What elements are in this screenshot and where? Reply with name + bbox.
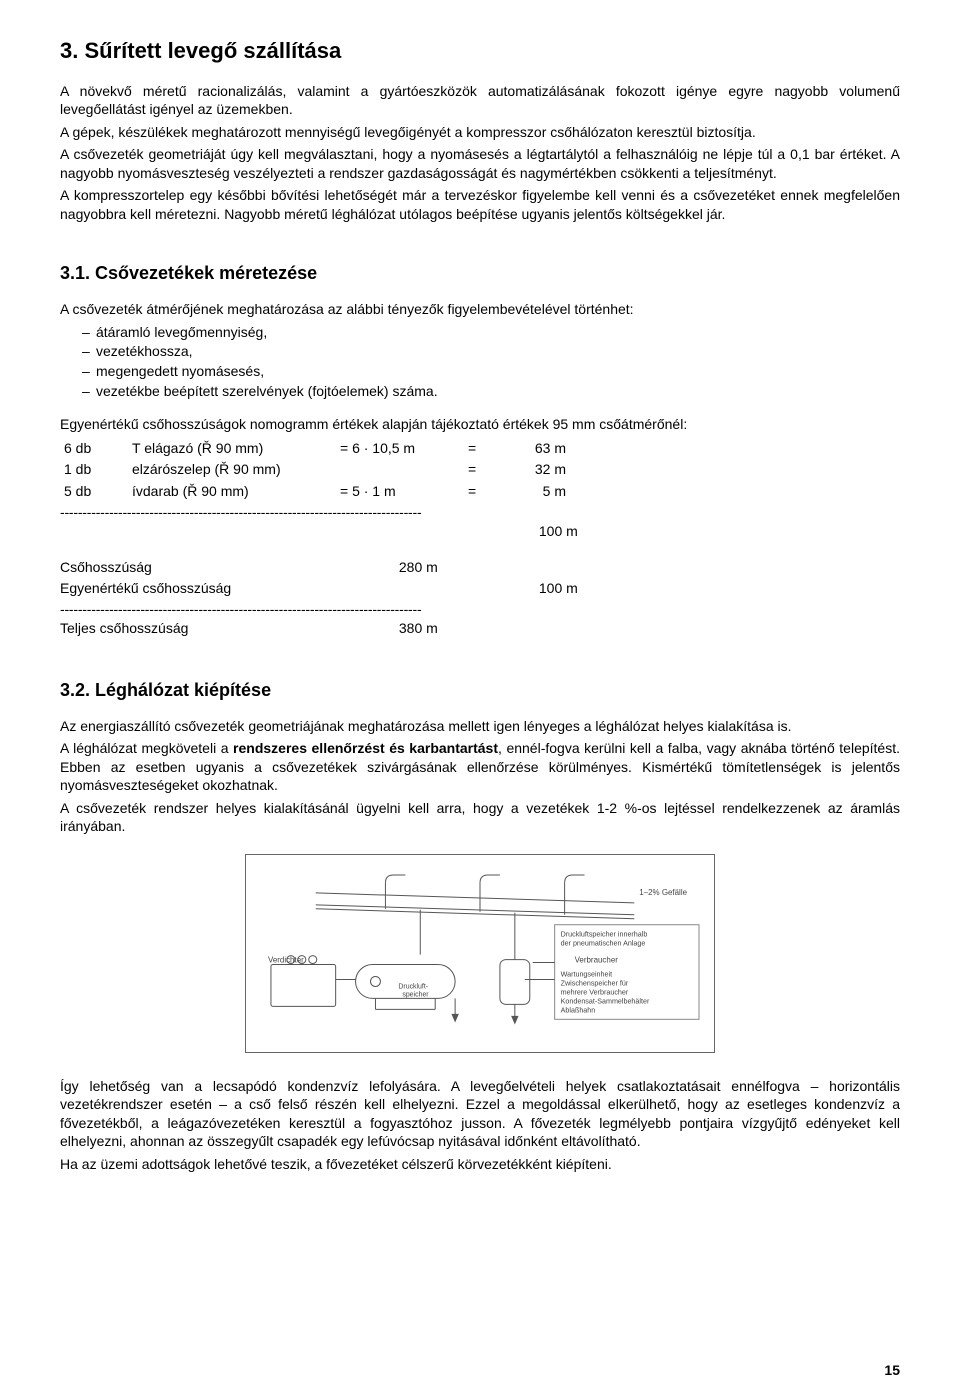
subtotal-value: 100 m [539, 523, 578, 539]
bold-text: rendszeres ellenőrzést és karbantartást [233, 740, 498, 756]
table-row: 5 db ívdarab (Ř 90 mm) = 5 · 1 m = 5 m [60, 481, 570, 503]
cell-calc: = 5 · 1 m [336, 481, 464, 503]
equivalent-lengths-table: 6 db T elágazó (Ř 90 mm) = 6 · 10,5 m = … [60, 438, 570, 503]
divider-line: ----------------------------------------… [60, 600, 900, 618]
text-span: A léghálózat megköveteli a [60, 740, 233, 756]
network-figure: 1–2% Gefälle [245, 854, 715, 1053]
section-31-title: 3.1. Csővezetékek méretezése [60, 263, 900, 284]
cell-qty: 5 db [60, 481, 128, 503]
section-32-para-after-0: Így lehetőség van a lecsapódó kondenzvíz… [60, 1077, 900, 1151]
cell-val: 32 m [502, 459, 570, 481]
cell-item: elzárószelep (Ř 90 mm) [128, 459, 336, 481]
network-diagram-icon: 1–2% Gefälle [256, 865, 704, 1044]
page-number: 15 [884, 1362, 900, 1378]
equiv-intro: Egyenértékű csőhosszúságok nomogramm ért… [60, 415, 900, 433]
list-item: átáramló levegőmennyiség, [82, 323, 900, 343]
cell-eq: = [464, 438, 502, 460]
total-row: Teljes csőhosszúság 380 m [60, 618, 900, 640]
factor-list: átáramló levegőmennyiség, vezetékhossza,… [60, 323, 900, 401]
list-item: vezetékbe beépített szerelvények (fojtóe… [82, 382, 900, 402]
svg-text:speicher: speicher [402, 991, 429, 998]
svg-text:Zwischenspeicher für: Zwischenspeicher für [561, 979, 629, 987]
section-3-title: 3. Sűrített levegő szállítása [60, 38, 900, 64]
length-value: 280 m [399, 559, 438, 575]
consumer-label: Verbraucher [575, 955, 619, 964]
table-row: 6 db T elágazó (Ř 90 mm) = 6 · 10,5 m = … [60, 438, 570, 460]
svg-text:Druckluft-: Druckluft- [398, 983, 428, 990]
cell-calc [336, 459, 464, 481]
length-label: Egyenértékű csőhosszúság [60, 578, 535, 600]
cell-item: T elágazó (Ř 90 mm) [128, 438, 336, 460]
svg-text:Wartungseinheit: Wartungseinheit [561, 970, 612, 978]
length-row: Csőhosszúság 280 m [60, 557, 900, 579]
svg-text:Kondensat-Sammelbehälter: Kondensat-Sammelbehälter [561, 997, 650, 1005]
cell-qty: 1 db [60, 459, 128, 481]
section-31-intro: A csővezeték átmérőjének meghatározása a… [60, 300, 900, 318]
list-item: megengedett nyomásesés, [82, 362, 900, 382]
cell-calc: = 6 · 10,5 m [336, 438, 464, 460]
svg-text:mehrere Verbraucher: mehrere Verbraucher [561, 988, 629, 996]
svg-text:Ablaßhahn: Ablaßhahn [561, 1006, 596, 1014]
section-32-para-bold: A léghálózat megköveteli a rendszeres el… [60, 739, 900, 794]
cell-item: ívdarab (Ř 90 mm) [128, 481, 336, 503]
section-32-para-after-bold: A csővezeték rendszer helyes kialakításá… [60, 799, 900, 836]
length-value: 100 m [539, 580, 578, 596]
table-row: 1 db elzárószelep (Ř 90 mm) = 32 m [60, 459, 570, 481]
cell-val: 5 m [502, 481, 570, 503]
section-32-title: 3.2. Léghálózat kiépítése [60, 680, 900, 701]
section-3-para-0: A növekvő méretű racionalizálás, valamin… [60, 82, 900, 119]
subtotal-row: 100 m [60, 521, 900, 543]
total-label: Teljes csőhosszúság [60, 618, 395, 640]
divider-line: ----------------------------------------… [60, 503, 900, 521]
cell-eq: = [464, 459, 502, 481]
length-label: Csőhosszúság [60, 557, 395, 579]
cell-qty: 6 db [60, 438, 128, 460]
total-value: 380 m [399, 620, 438, 636]
length-row: Egyenértékű csőhosszúság 100 m [60, 578, 900, 600]
section-3-para-1: A gépek, készülékek meghatározott mennyi… [60, 123, 900, 141]
list-item: vezetékhossza, [82, 342, 900, 362]
section-3-para-3: A kompresszortelep egy későbbi bővítési … [60, 186, 900, 223]
slope-label: 1–2% Gefälle [639, 887, 687, 896]
svg-text:Druckluftspeicher innerhalb: Druckluftspeicher innerhalb [561, 930, 648, 938]
section-3-para-2: A csővezeték geometriáját úgy kell megvá… [60, 145, 900, 182]
section-32-para-0: Az energiaszállító csővezeték geometriáj… [60, 717, 900, 735]
compressor-label: Verdichter [268, 955, 304, 964]
cell-val: 63 m [502, 438, 570, 460]
cell-eq: = [464, 481, 502, 503]
svg-text:der pneumatischen Anlage: der pneumatischen Anlage [561, 939, 646, 947]
section-32-para-after-1: Ha az üzemi adottságok lehetővé teszik, … [60, 1155, 900, 1173]
